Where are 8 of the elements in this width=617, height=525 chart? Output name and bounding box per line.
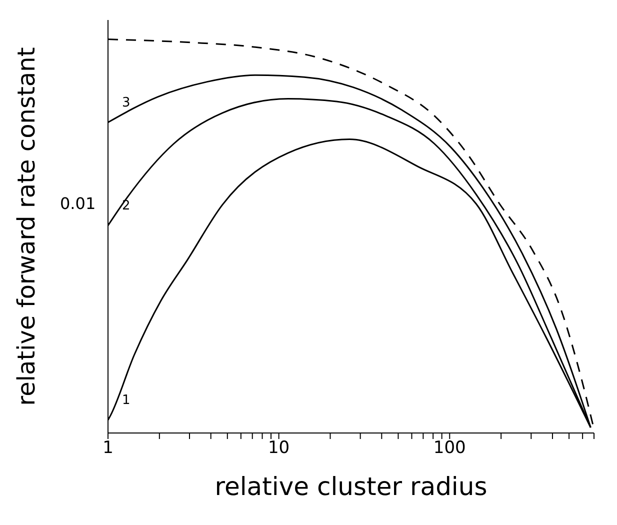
series-label: 3 — [122, 95, 130, 110]
x-tick-label: 100 — [433, 438, 466, 458]
x-tick-label: 10 — [268, 438, 290, 458]
x-axis-title: relative cluster radius — [214, 472, 488, 501]
x-tick-label: 1 — [102, 438, 114, 458]
y-axis-title: relative forward rate constant — [12, 47, 41, 406]
text: 0.01 — [60, 194, 96, 213]
series-label: 1 — [122, 393, 130, 408]
